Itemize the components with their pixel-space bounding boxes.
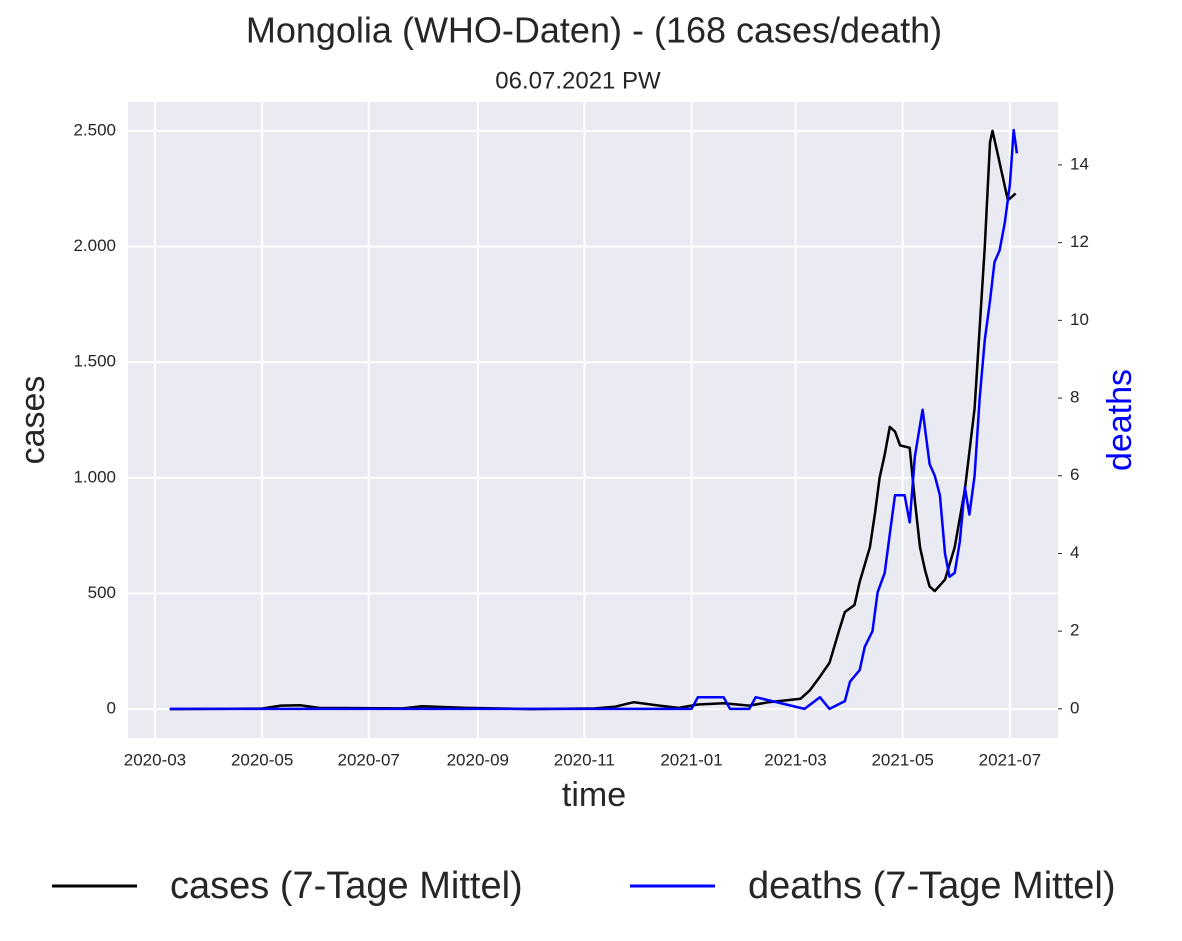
data-line: [169, 128, 1019, 711]
y-tick-label: 1.500: [73, 352, 116, 371]
x-tick-label: 2021-03: [764, 750, 826, 769]
y2-tick-label: 8: [1070, 388, 1079, 407]
x-tick-label: 2020-05: [231, 750, 293, 769]
y-tick-label: 1.000: [73, 467, 116, 486]
y2-tick-label: 2: [1070, 621, 1079, 640]
y2-tick-label: 4: [1070, 543, 1079, 562]
chart-subtitle: 06.07.2021 PW: [495, 67, 661, 94]
x-axis-label: time: [562, 776, 626, 814]
y2-tick-label: 0: [1070, 698, 1079, 717]
x-tick-label: 2021-07: [979, 750, 1041, 769]
legend-label: deaths (7-Tage Mittel): [748, 865, 1116, 907]
y2-tick-label: 12: [1070, 232, 1089, 251]
x-tick-label: 2021-01: [660, 750, 722, 769]
y-tick-label: 500: [88, 583, 116, 602]
legend-label: cases (7-Tage Mittel): [170, 865, 523, 907]
x-tick-label: 2021-05: [871, 750, 933, 769]
x-tick-label: 2020-03: [124, 750, 186, 769]
y2-tick-label: 14: [1070, 154, 1089, 173]
x-tick-label: 2020-11: [554, 750, 615, 769]
x-tick-label: 2020-09: [447, 750, 509, 769]
y2-tick-label: 6: [1070, 465, 1079, 484]
y2-axis-label: deaths: [1101, 369, 1139, 471]
y2-tick-label: 10: [1070, 310, 1089, 329]
y-tick-label: 2.500: [73, 120, 116, 139]
x-tick-label: 2020-07: [337, 750, 399, 769]
plot-area: [128, 102, 1058, 738]
y-tick-label: 0: [107, 699, 116, 718]
y-axis-label: cases: [14, 376, 52, 465]
y-tick-label: 2.000: [73, 236, 116, 255]
chart-title: Mongolia (WHO-Daten) - (168 cases/death): [246, 10, 942, 51]
